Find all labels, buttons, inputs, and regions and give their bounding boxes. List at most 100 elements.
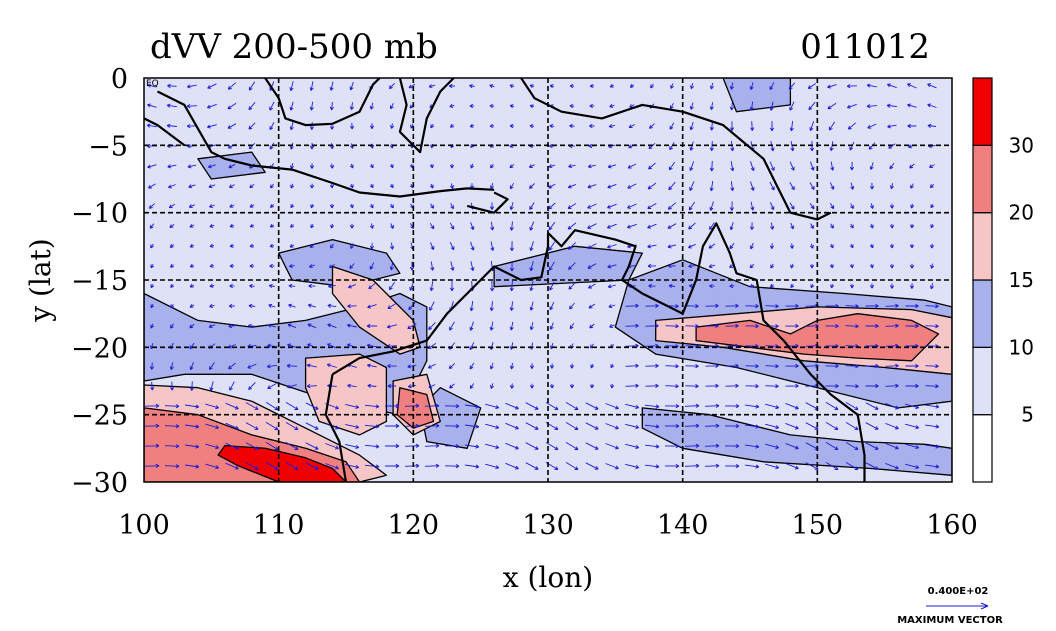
wind-vector — [509, 383, 515, 389]
wind-vector — [665, 324, 679, 329]
vector-key-value: 0.400E+02 — [928, 586, 989, 597]
wind-vector — [206, 103, 217, 109]
wind-vector — [489, 301, 494, 312]
wind-vector — [825, 384, 839, 389]
wind-vector — [369, 183, 374, 189]
wind-vector — [749, 283, 755, 288]
wind-vector — [885, 422, 899, 430]
wind-vector — [865, 442, 879, 450]
wind-vector — [567, 242, 577, 250]
contour-region-10 — [722, 78, 792, 113]
wind-vector — [664, 444, 680, 449]
wind-vector — [509, 362, 515, 370]
wind-vector — [605, 403, 619, 410]
wind-vector — [925, 444, 940, 449]
wind-vector — [266, 364, 277, 369]
wind-vector — [750, 201, 755, 211]
wind-vector — [905, 403, 920, 410]
wind-vector — [269, 204, 274, 208]
wind-vector — [306, 384, 317, 389]
wind-vector — [449, 163, 455, 169]
wind-vector — [769, 82, 775, 90]
wind-vector — [529, 383, 534, 389]
wind-vector — [669, 122, 675, 130]
wind-vector — [587, 223, 597, 229]
wind-vector — [309, 81, 314, 91]
wind-vector — [285, 462, 299, 471]
wind-vector — [789, 101, 795, 111]
wind-vector — [925, 404, 940, 409]
wind-vector — [309, 122, 314, 130]
wind-vector — [725, 383, 739, 388]
wind-vector — [509, 182, 515, 190]
wind-vector — [329, 81, 334, 91]
wind-vector — [289, 81, 294, 92]
wind-vector — [606, 223, 617, 229]
wind-vector — [704, 423, 720, 428]
wind-vector — [827, 102, 837, 110]
wind-vector — [347, 283, 356, 289]
wind-vector — [349, 263, 355, 269]
wind-vector — [424, 423, 440, 428]
wind-vector — [724, 404, 740, 409]
wind-vector — [290, 163, 295, 170]
wind-vector — [927, 123, 937, 128]
wind-vector — [389, 123, 395, 129]
wind-vector — [627, 203, 637, 209]
wind-vector — [650, 83, 654, 89]
wind-vector — [889, 203, 895, 209]
wind-vector — [209, 362, 215, 370]
wind-vector — [148, 183, 156, 189]
wind-vector — [386, 324, 397, 329]
vector-key-caption: MAXIMUM VECTOR — [897, 615, 1003, 626]
wind-vector — [389, 164, 394, 169]
wind-vector — [548, 241, 556, 251]
coastline — [324, 374, 348, 482]
equator-tag: EQ — [146, 79, 159, 89]
wind-vector — [450, 203, 454, 210]
wind-vector — [329, 163, 335, 169]
wind-vector — [887, 124, 897, 129]
wind-vector — [529, 221, 535, 231]
wind-vector — [429, 183, 434, 189]
wind-vector — [287, 323, 297, 329]
wind-vector — [585, 442, 599, 450]
wind-vector — [909, 223, 915, 229]
wind-vector — [670, 102, 674, 110]
wind-vector — [590, 363, 595, 369]
wind-vector — [845, 442, 859, 451]
wind-vector — [607, 203, 617, 209]
wind-vector — [345, 403, 360, 409]
wind-vector — [745, 464, 760, 469]
wind-vector — [465, 464, 480, 469]
wind-vector — [709, 181, 714, 192]
wind-vector — [525, 442, 539, 450]
wind-vector — [249, 203, 255, 208]
wind-vector — [549, 302, 555, 311]
wind-vector — [588, 303, 596, 309]
wind-vector — [626, 223, 637, 229]
coastline — [144, 117, 186, 147]
wind-vector — [905, 463, 920, 470]
wind-vector — [785, 363, 799, 368]
wind-vector — [209, 283, 215, 288]
wind-vector — [628, 124, 636, 129]
wind-vector — [269, 223, 274, 228]
wind-vector — [170, 263, 175, 268]
wind-vector — [207, 83, 217, 89]
wind-vector — [625, 443, 640, 450]
wind-vector — [688, 264, 696, 269]
wind-vector — [444, 464, 460, 469]
wind-vector — [248, 382, 256, 391]
wind-vector — [170, 323, 174, 329]
wind-vector — [709, 201, 714, 211]
wind-vector — [648, 283, 656, 289]
wind-vector — [407, 364, 417, 369]
wind-vector — [449, 123, 454, 128]
wind-vector — [845, 384, 859, 389]
wind-vector — [485, 423, 500, 430]
wind-vector — [866, 83, 877, 88]
wind-vector — [866, 104, 878, 109]
wind-vector — [269, 243, 275, 248]
wind-vector — [424, 403, 440, 408]
